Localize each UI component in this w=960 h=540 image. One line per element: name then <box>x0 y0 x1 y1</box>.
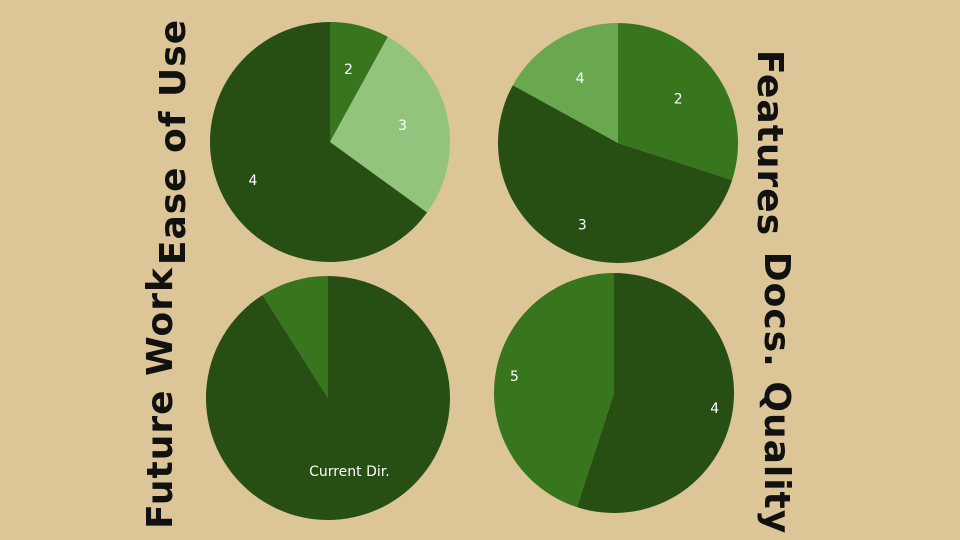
slice-label: 4 <box>576 71 585 87</box>
slice-label: 2 <box>674 91 683 107</box>
pie-slice-docs-quality-0 <box>576 273 734 513</box>
pie-slice-future-work-0 <box>205 276 450 520</box>
pie-slice-features-0 <box>618 23 739 181</box>
slice-label: 2 <box>344 62 353 78</box>
slice-label: Current Dir. <box>309 464 390 480</box>
pie-chart-future-work: Current Dir. Future Work <box>140 267 450 529</box>
pie-chart-docs-quality: 4 5 Docs. Quality <box>493 252 797 534</box>
pie-slice-docs-quality-1 <box>493 273 614 508</box>
slice-label: 3 <box>578 218 587 234</box>
pie-slice-ease-of-use-0 <box>330 22 388 142</box>
pie-slice-features-2 <box>512 23 618 143</box>
chart-title-ease-of-use: Ease of Use <box>153 19 194 265</box>
chart-title-features: Features <box>749 50 790 236</box>
chart-title-future-work: Future Work <box>140 267 181 529</box>
pie-slice-future-work-1 <box>262 276 328 398</box>
slice-label: 5 <box>510 369 519 385</box>
slice-label: 4 <box>710 401 719 417</box>
pie-slice-features-1 <box>498 85 733 263</box>
slice-label: 4 <box>249 173 258 189</box>
pie-chart-ease-of-use: 2 3 4 Ease of Use <box>153 19 450 265</box>
slice-label: 3 <box>398 118 407 134</box>
pie-chart-features: 2 3 4 Features <box>498 23 790 263</box>
chart-title-docs-quality: Docs. Quality <box>756 252 797 534</box>
pie-slice-ease-of-use-1 <box>330 36 450 213</box>
pie-slice-ease-of-use-2 <box>209 22 428 262</box>
